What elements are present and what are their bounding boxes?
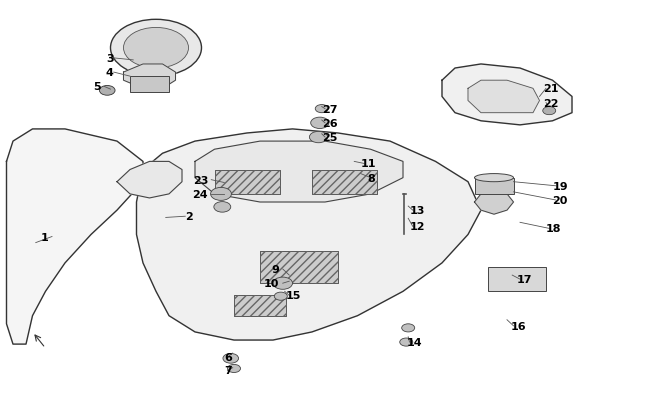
Circle shape [274,292,287,301]
Bar [234,296,286,316]
Text: 5: 5 [93,82,101,92]
Text: 18: 18 [546,224,562,234]
Text: 21: 21 [543,84,558,94]
Polygon shape [468,81,540,113]
Circle shape [543,107,556,115]
Polygon shape [117,162,182,198]
Text: 26: 26 [322,119,337,128]
Text: 12: 12 [410,222,425,232]
Text: 15: 15 [286,291,302,301]
Bar [130,77,169,93]
Text: 9: 9 [272,264,280,274]
Text: 27: 27 [322,104,337,114]
Circle shape [273,277,292,290]
Text: 14: 14 [406,337,422,347]
Circle shape [315,105,328,113]
Polygon shape [474,190,514,215]
Polygon shape [124,65,176,89]
Text: 11: 11 [361,159,376,169]
Circle shape [311,118,329,129]
Text: 4: 4 [106,68,114,78]
Circle shape [227,364,240,373]
Circle shape [402,324,415,332]
Circle shape [400,338,413,346]
Circle shape [99,86,115,96]
Text: 17: 17 [517,275,532,284]
Bar [312,170,377,194]
Bar [214,170,280,194]
Circle shape [111,20,202,77]
Text: 8: 8 [367,173,375,183]
Bar [234,296,286,316]
Bar [260,251,338,284]
Text: 2: 2 [185,212,193,222]
Text: 6: 6 [224,352,232,362]
Text: 7: 7 [224,366,232,375]
Polygon shape [6,130,143,344]
Text: 25: 25 [322,133,337,143]
Bar [474,178,514,194]
Text: 16: 16 [510,321,526,331]
Circle shape [211,188,231,201]
Text: 3: 3 [106,54,114,64]
Circle shape [214,202,231,213]
Circle shape [223,354,239,363]
Bar [214,170,280,194]
Polygon shape [195,142,403,202]
Text: 1: 1 [41,232,49,242]
Ellipse shape [474,174,514,182]
Circle shape [309,132,328,143]
Circle shape [124,28,188,69]
Polygon shape [442,65,572,126]
Bar [260,251,338,284]
Polygon shape [136,130,481,340]
Text: 13: 13 [410,206,425,215]
Bar [488,267,546,292]
Text: 22: 22 [543,98,558,108]
Text: 19: 19 [552,181,568,191]
Bar [312,170,377,194]
Text: 20: 20 [552,196,568,205]
Text: 23: 23 [192,175,208,185]
Text: 24: 24 [192,190,208,199]
Text: 10: 10 [264,279,280,288]
